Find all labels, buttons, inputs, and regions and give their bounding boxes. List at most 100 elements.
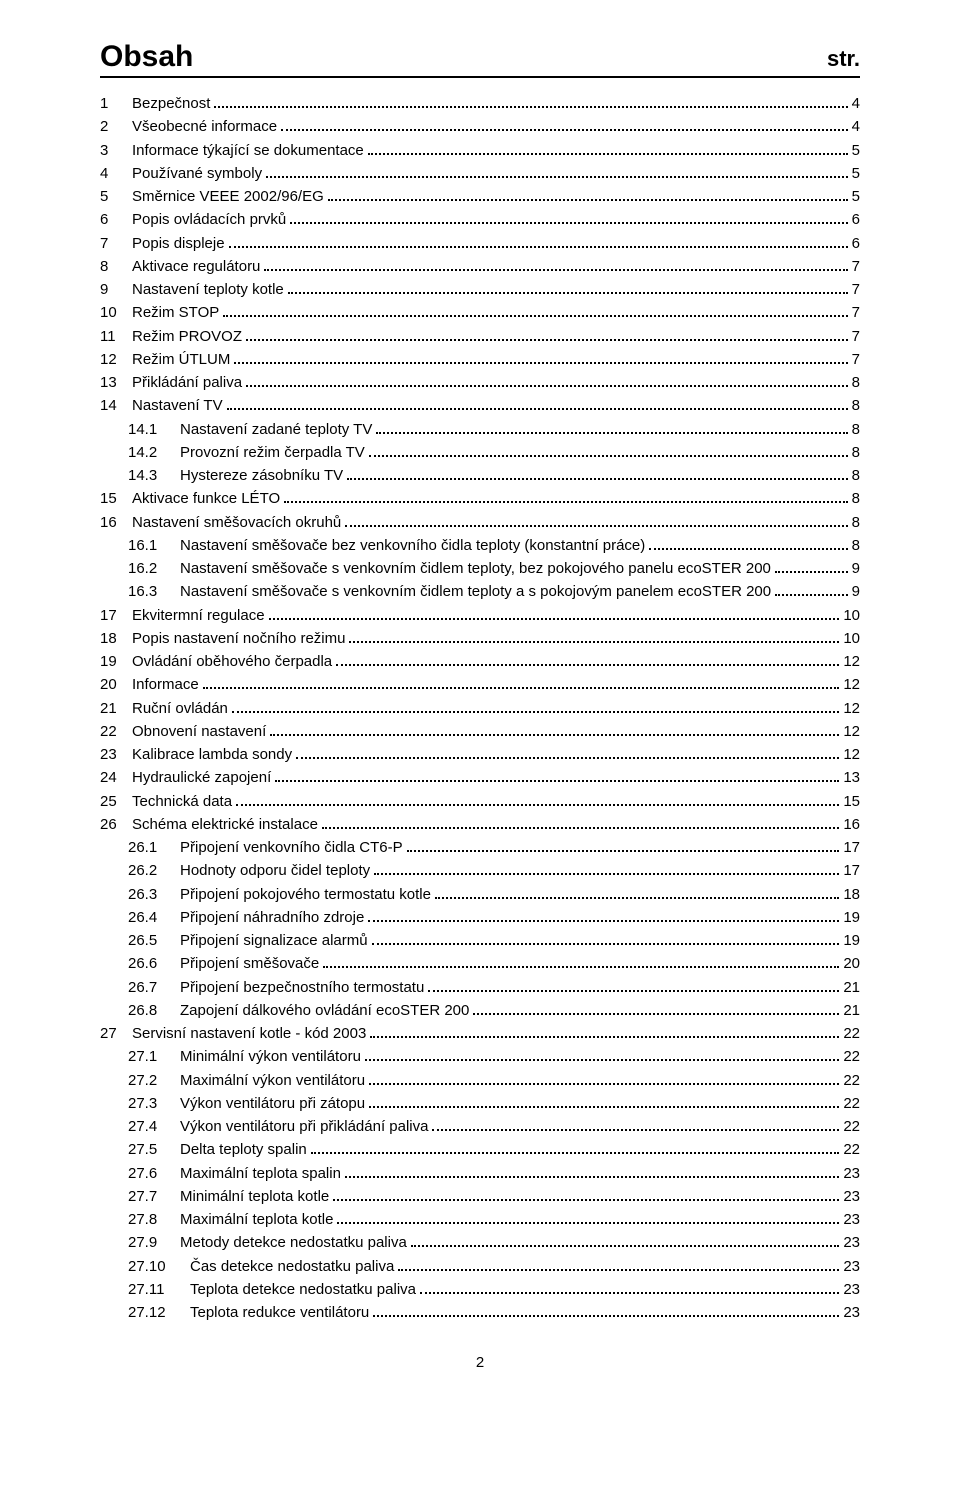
toc-leader-dots	[376, 420, 847, 434]
toc-entry-number: 22	[100, 720, 128, 743]
toc-entry-page: 8	[852, 371, 860, 394]
toc-row: 26.7Připojení bezpečnostního termostatu2…	[100, 976, 860, 999]
toc-row: 26.6Připojení směšovače20	[100, 952, 860, 975]
toc-entry-number: 2	[100, 115, 128, 138]
toc-entry-page: 9	[852, 580, 860, 603]
toc-row: 24Hydraulické zapojení13	[100, 766, 860, 789]
toc-leader-dots	[368, 141, 848, 155]
toc-entry-page: 5	[852, 162, 860, 185]
toc-entry-title: Provozní režim čerpadla TV	[176, 441, 365, 464]
toc-entry-page: 10	[843, 604, 860, 627]
toc-leader-dots	[223, 304, 847, 318]
toc-leader-dots	[227, 397, 848, 411]
toc-entry-number: 27.9	[128, 1231, 176, 1254]
page-footer: 2	[100, 1354, 860, 1371]
toc-list: 1Bezpečnost42Všeobecné informace43Inform…	[100, 92, 860, 1324]
toc-entry-number: 18	[100, 627, 128, 650]
toc-row: 27.3Výkon ventilátoru při zátopu22	[100, 1092, 860, 1115]
toc-entry-title: Teplota redukce ventilátoru	[186, 1301, 369, 1324]
toc-leader-dots	[365, 1048, 839, 1062]
toc-entry-title: Čas detekce nedostatku paliva	[186, 1255, 394, 1278]
toc-entry-title: Používané symboly	[128, 162, 262, 185]
toc-leader-dots	[311, 1141, 840, 1155]
toc-entry-page: 8	[852, 487, 860, 510]
toc-entry-number: 15	[100, 487, 128, 510]
toc-entry-title: Schéma elektrické instalace	[128, 813, 318, 836]
toc-entry-number: 14.1	[128, 418, 176, 441]
toc-entry-number: 21	[100, 697, 128, 720]
toc-entry-title: Technická data	[128, 790, 232, 813]
toc-entry-number: 27.11	[128, 1278, 186, 1301]
toc-entry-page: 22	[843, 1022, 860, 1045]
toc-leader-dots	[203, 676, 840, 690]
toc-row: 26.2Hodnoty odporu čidel teploty17	[100, 859, 860, 882]
toc-entry-number: 16.3	[128, 580, 176, 603]
toc-leader-dots	[288, 281, 848, 295]
toc-leader-dots	[372, 932, 840, 946]
toc-entry-number: 27.10	[128, 1255, 186, 1278]
toc-entry-number: 27.6	[128, 1162, 176, 1185]
toc-row: 8Aktivace regulátoru7	[100, 255, 860, 278]
toc-leader-dots	[349, 629, 839, 643]
toc-entry-number: 6	[100, 208, 128, 231]
toc-row: 27.4Výkon ventilátoru při přikládání pal…	[100, 1115, 860, 1138]
toc-leader-dots	[328, 188, 848, 202]
toc-entry-title: Ovládání oběhového čerpadla	[128, 650, 332, 673]
toc-entry-page: 21	[843, 976, 860, 999]
toc-leader-dots	[435, 885, 839, 899]
toc-row: 2Všeobecné informace4	[100, 115, 860, 138]
toc-entry-title: Teplota detekce nedostatku paliva	[186, 1278, 416, 1301]
toc-leader-dots	[369, 1094, 839, 1108]
toc-row: 16.3Nastavení směšovače s venkovním čidl…	[100, 580, 860, 603]
toc-entry-title: Minimální výkon ventilátoru	[176, 1045, 361, 1068]
toc-entry-number: 27.8	[128, 1208, 176, 1231]
toc-row: 26.8Zapojení dálkového ovládání ecoSTER …	[100, 999, 860, 1022]
toc-leader-dots	[234, 350, 847, 364]
toc-entry-page: 12	[843, 650, 860, 673]
toc-entry-number: 5	[100, 185, 128, 208]
toc-row: 21Ruční ovládán12	[100, 697, 860, 720]
toc-entry-title: Zapojení dálkového ovládání ecoSTER 200	[176, 999, 469, 1022]
toc-entry-page: 5	[852, 185, 860, 208]
toc-entry-title: Maximální teplota spalin	[176, 1162, 341, 1185]
toc-entry-number: 27.2	[128, 1069, 176, 1092]
toc-leader-dots	[420, 1280, 839, 1294]
toc-leader-dots	[373, 1304, 839, 1318]
toc-entry-number: 20	[100, 673, 128, 696]
toc-entry-page: 7	[852, 301, 860, 324]
toc-row: 27.6Maximální teplota spalin23	[100, 1162, 860, 1185]
toc-row: 16.2Nastavení směšovače s venkovním čidl…	[100, 557, 860, 580]
toc-entry-title: Režim STOP	[128, 301, 219, 324]
toc-entry-number: 1	[100, 92, 128, 115]
toc-entry-number: 26.2	[128, 859, 176, 882]
toc-entry-page: 12	[843, 720, 860, 743]
toc-row: 20Informace12	[100, 673, 860, 696]
toc-leader-dots	[232, 699, 839, 713]
toc-entry-title: Obnovení nastavení	[128, 720, 266, 743]
toc-entry-number: 17	[100, 604, 128, 627]
toc-entry-title: Informace týkající se dokumentace	[128, 139, 364, 162]
toc-row: 4Používané symboly5	[100, 162, 860, 185]
toc-entry-title: Ekvitermní regulace	[128, 604, 265, 627]
toc-entry-number: 26.3	[128, 883, 176, 906]
toc-entry-number: 26.6	[128, 952, 176, 975]
toc-entry-title: Směrnice VEEE 2002/96/EG	[128, 185, 324, 208]
toc-entry-title: Nastavení směšovače s venkovním čidlem t…	[176, 580, 771, 603]
toc-entry-page: 17	[843, 859, 860, 882]
toc-entry-title: Připojení bezpečnostního termostatu	[176, 976, 424, 999]
toc-entry-title: Připojení signalizace alarmů	[176, 929, 368, 952]
toc-entry-title: Připojení směšovače	[176, 952, 319, 975]
toc-entry-title: Připojení náhradního zdroje	[176, 906, 364, 929]
toc-entry-page: 16	[843, 813, 860, 836]
toc-entry-title: Výkon ventilátoru při přikládání paliva	[176, 1115, 428, 1138]
toc-entry-number: 27.5	[128, 1138, 176, 1161]
toc-row: 14.3Hystereze zásobníku TV8	[100, 464, 860, 487]
toc-entry-page: 12	[843, 743, 860, 766]
toc-entry-title: Bezpečnost	[128, 92, 210, 115]
toc-leader-dots	[275, 769, 839, 783]
toc-entry-page: 8	[852, 511, 860, 534]
toc-entry-number: 27	[100, 1022, 128, 1045]
toc-entry-page: 23	[843, 1185, 860, 1208]
toc-entry-page: 4	[852, 115, 860, 138]
toc-entry-number: 7	[100, 232, 128, 255]
